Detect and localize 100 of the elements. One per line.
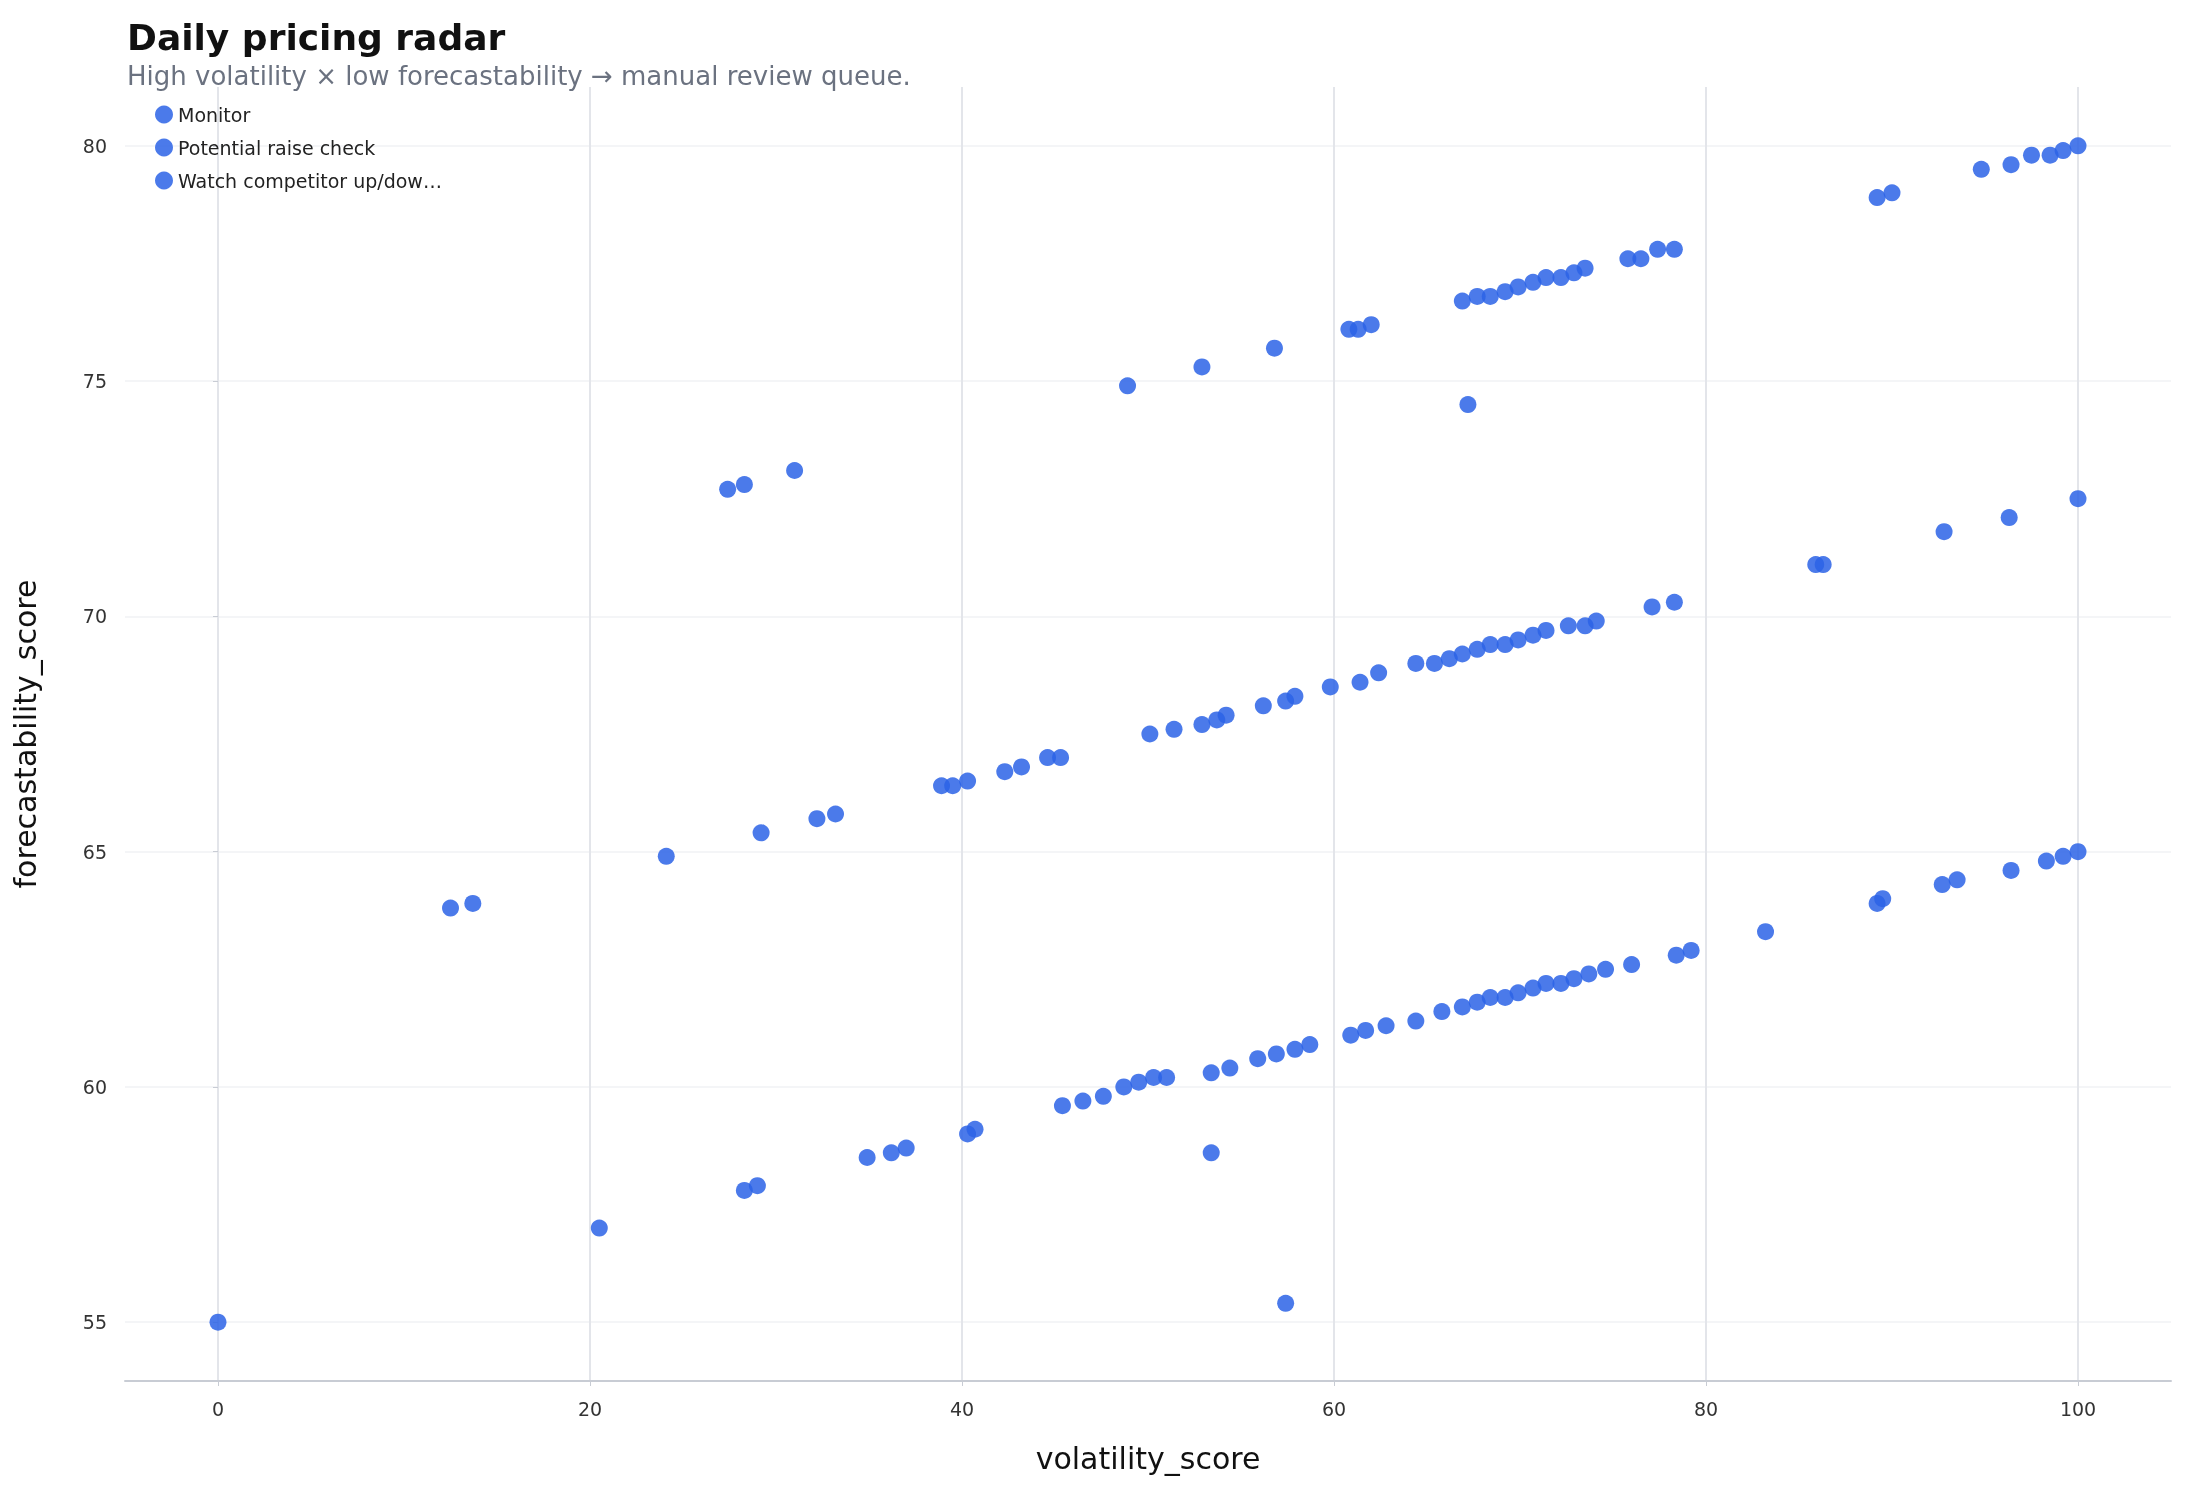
point [1221, 1059, 1239, 1077]
point [1481, 989, 1499, 1006]
point [1357, 1021, 1375, 1039]
point [464, 894, 482, 912]
point [1559, 617, 1577, 635]
point [1552, 269, 1570, 287]
point [1935, 523, 1953, 541]
point [2054, 847, 2072, 865]
point [959, 772, 977, 790]
point [1537, 269, 1555, 287]
point [1342, 1026, 1360, 1044]
point [1193, 716, 1211, 734]
point [897, 1139, 915, 1157]
point [1524, 273, 1542, 291]
point [944, 777, 962, 795]
legend-label: Watch competitor up/dow… [178, 169, 442, 192]
x-tick-label: 80 [1693, 1397, 1719, 1420]
point [1509, 278, 1527, 296]
point [1468, 993, 1486, 1011]
y-tick-label: 60 [82, 1075, 107, 1098]
point [1351, 673, 1369, 691]
point [2041, 146, 2059, 164]
point [1202, 1064, 1220, 1082]
point [719, 480, 737, 498]
point [1094, 1087, 1112, 1105]
y-axis-title: forecastability_score [7, 579, 43, 889]
point [1632, 250, 1650, 268]
point [1013, 758, 1031, 776]
point [1440, 650, 1458, 668]
point [1623, 956, 1641, 974]
point [1933, 876, 1951, 894]
point [1972, 160, 1990, 178]
point [1074, 1092, 1092, 1110]
point [735, 1181, 753, 1199]
point [1509, 984, 1527, 1002]
legend-label: Monitor [178, 103, 251, 126]
point [1468, 640, 1486, 658]
point [2069, 490, 2087, 508]
y-tick-label: 55 [82, 1311, 107, 1334]
point [1453, 998, 1471, 1016]
point [1277, 1294, 1295, 1312]
point [1362, 316, 1380, 334]
point [2054, 142, 2072, 160]
point [1053, 1097, 1071, 1115]
point [1948, 871, 1966, 889]
point [1580, 965, 1598, 983]
point [1814, 556, 1832, 574]
x-tick-label: 0 [211, 1397, 225, 1420]
point [2002, 156, 2020, 174]
point [1266, 339, 1283, 357]
point [1665, 593, 1683, 611]
point [1165, 720, 1183, 738]
point [1565, 970, 1583, 988]
point [1158, 1069, 1176, 1086]
point [735, 476, 753, 494]
point [1587, 612, 1605, 630]
point [2023, 146, 2040, 164]
point [1537, 621, 1555, 639]
point [1130, 1073, 1148, 1091]
point [1576, 259, 1594, 277]
point [1481, 287, 1499, 305]
point [1425, 654, 1443, 672]
point [1321, 678, 1339, 696]
chart-title: Daily pricing radar [127, 16, 506, 58]
point [442, 899, 459, 917]
point [1649, 240, 1667, 258]
point [1682, 941, 1700, 959]
point [2069, 137, 2087, 155]
point [1202, 1144, 1220, 1162]
point [1433, 1003, 1451, 1021]
point [966, 1120, 984, 1138]
point [1453, 645, 1471, 663]
point [1883, 184, 1901, 202]
point [1643, 598, 1661, 616]
point [1267, 1045, 1285, 1063]
x-tick-label: 60 [1321, 1397, 1347, 1420]
point [1665, 240, 1683, 258]
point [1868, 189, 1886, 207]
legend-label: Potential raise check [178, 136, 376, 159]
y-tick-label: 80 [82, 134, 107, 157]
point [1459, 396, 1477, 414]
point [2000, 509, 2018, 527]
point [748, 1177, 766, 1195]
point [996, 763, 1014, 781]
point [1757, 923, 1775, 941]
point [1301, 1036, 1319, 1054]
x-tick-label: 20 [577, 1397, 603, 1420]
point [209, 1313, 227, 1331]
chart-subtitle: High volatility × low forecastability → manual review queue. [127, 61, 911, 91]
x-tick-label: 100 [2059, 1397, 2097, 1420]
point [1524, 626, 1542, 644]
point [1537, 974, 1555, 992]
point [1552, 974, 1570, 992]
x-tick-label: 40 [949, 1397, 975, 1420]
point [1496, 989, 1514, 1006]
point [1874, 890, 1892, 908]
point [1667, 946, 1685, 964]
point [1052, 749, 1070, 767]
point [1286, 687, 1304, 705]
point [1141, 725, 1159, 743]
